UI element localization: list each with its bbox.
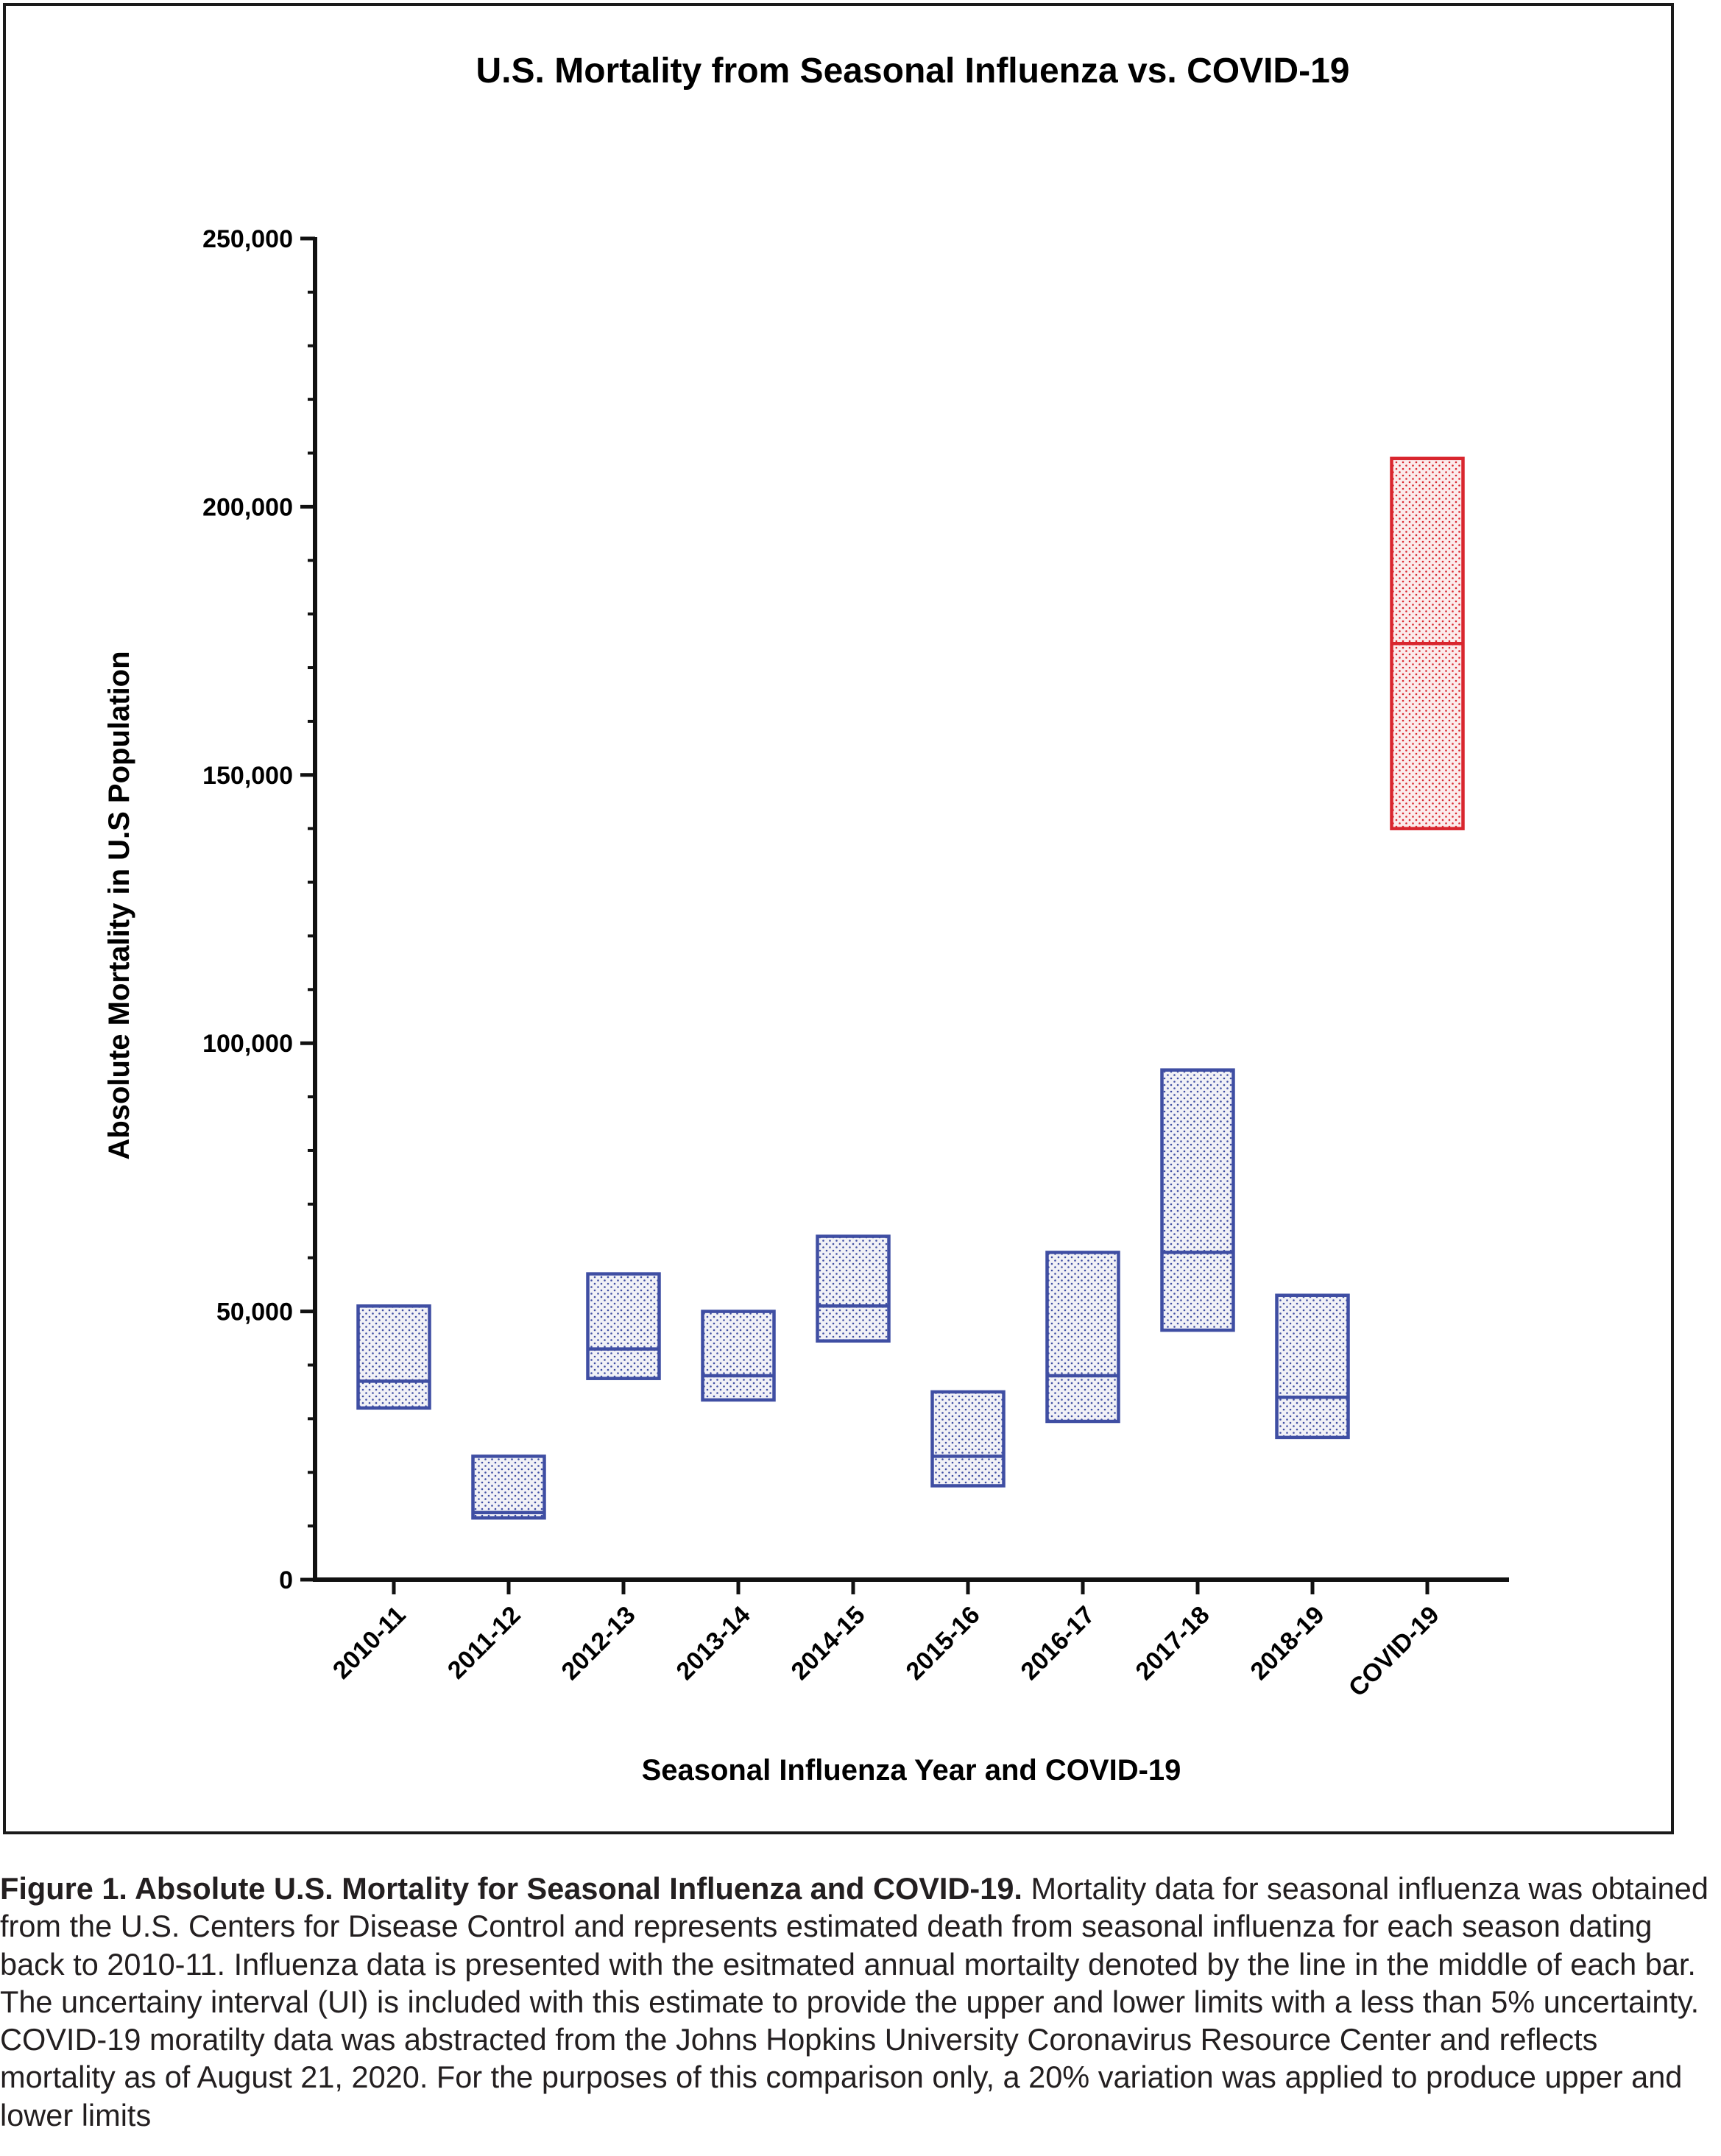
x-tick-label: 2012-13 bbox=[556, 1601, 641, 1686]
box-2017-18 bbox=[1160, 1068, 1235, 1332]
box-range-2016-17 bbox=[1045, 1251, 1120, 1424]
box-2016-17 bbox=[1045, 1251, 1120, 1424]
box-range-2015-16 bbox=[930, 1390, 1006, 1488]
x-tick-label: 2013-14 bbox=[671, 1601, 756, 1686]
box-2015-16 bbox=[930, 1390, 1006, 1488]
axes: 0 50,000 100,000 150,000 200,000 250,000 bbox=[202, 225, 1509, 1594]
x-tick-label: COVID-19 bbox=[1343, 1601, 1445, 1703]
x-tick-label: 2015-16 bbox=[901, 1601, 986, 1686]
x-tick-label: 2018-19 bbox=[1245, 1601, 1330, 1686]
box-range-2014-15 bbox=[816, 1234, 891, 1343]
chart-title: U.S. Mortality from Seasonal Influenza v… bbox=[476, 52, 1350, 91]
box-2014-15 bbox=[816, 1234, 891, 1343]
boxes bbox=[356, 456, 1465, 1520]
y-tick-label: 200,000 bbox=[202, 493, 293, 521]
y-tick-label: 0 bbox=[279, 1566, 293, 1594]
box-range-2013-14 bbox=[701, 1309, 776, 1402]
box-range-2011-12 bbox=[471, 1455, 546, 1520]
y-tick-label: 250,000 bbox=[202, 225, 293, 253]
box-COVID-19 bbox=[1390, 456, 1465, 830]
box-range-2017-18 bbox=[1160, 1068, 1235, 1332]
box-range-2010-11 bbox=[356, 1304, 431, 1410]
box-range-2012-13 bbox=[586, 1272, 661, 1380]
y-axis-label: Absolute Mortality in U.S Population bbox=[103, 651, 135, 1159]
x-tick-label: 2016-17 bbox=[1016, 1601, 1100, 1686]
box-2012-13 bbox=[586, 1272, 661, 1380]
x-tick-label: 2011-12 bbox=[442, 1601, 526, 1685]
y-tick-label: 150,000 bbox=[202, 762, 293, 790]
box-2010-11 bbox=[356, 1304, 431, 1410]
x-tick-label: 2014-15 bbox=[786, 1601, 871, 1686]
figure-frame bbox=[3, 3, 1674, 1834]
x-tick-label: 2010-11 bbox=[328, 1601, 411, 1685]
x-tick-labels: 2010-11 2011-12 2012-13 2013-14 2014-15 2015-… bbox=[328, 1580, 1445, 1703]
box-range-2018-19 bbox=[1275, 1293, 1350, 1440]
caption-body: Mortality data for seasonal influenza wa… bbox=[0, 1871, 1708, 2132]
y-tick-label: 50,000 bbox=[216, 1298, 293, 1326]
box-2018-19 bbox=[1275, 1293, 1350, 1440]
caption-title: Figure 1. Absolute U.S. Mortality for Se… bbox=[0, 1871, 1022, 1906]
box-2011-12 bbox=[471, 1455, 546, 1520]
y-tick-label: 100,000 bbox=[202, 1030, 293, 1058]
x-axis-label: Seasonal Influenza Year and COVID-19 bbox=[642, 1754, 1181, 1786]
box-2013-14 bbox=[701, 1309, 776, 1402]
x-tick-label: 2017-18 bbox=[1131, 1601, 1215, 1686]
figure-caption: Figure 1. Absolute U.S. Mortality for Se… bbox=[0, 1870, 1715, 2134]
